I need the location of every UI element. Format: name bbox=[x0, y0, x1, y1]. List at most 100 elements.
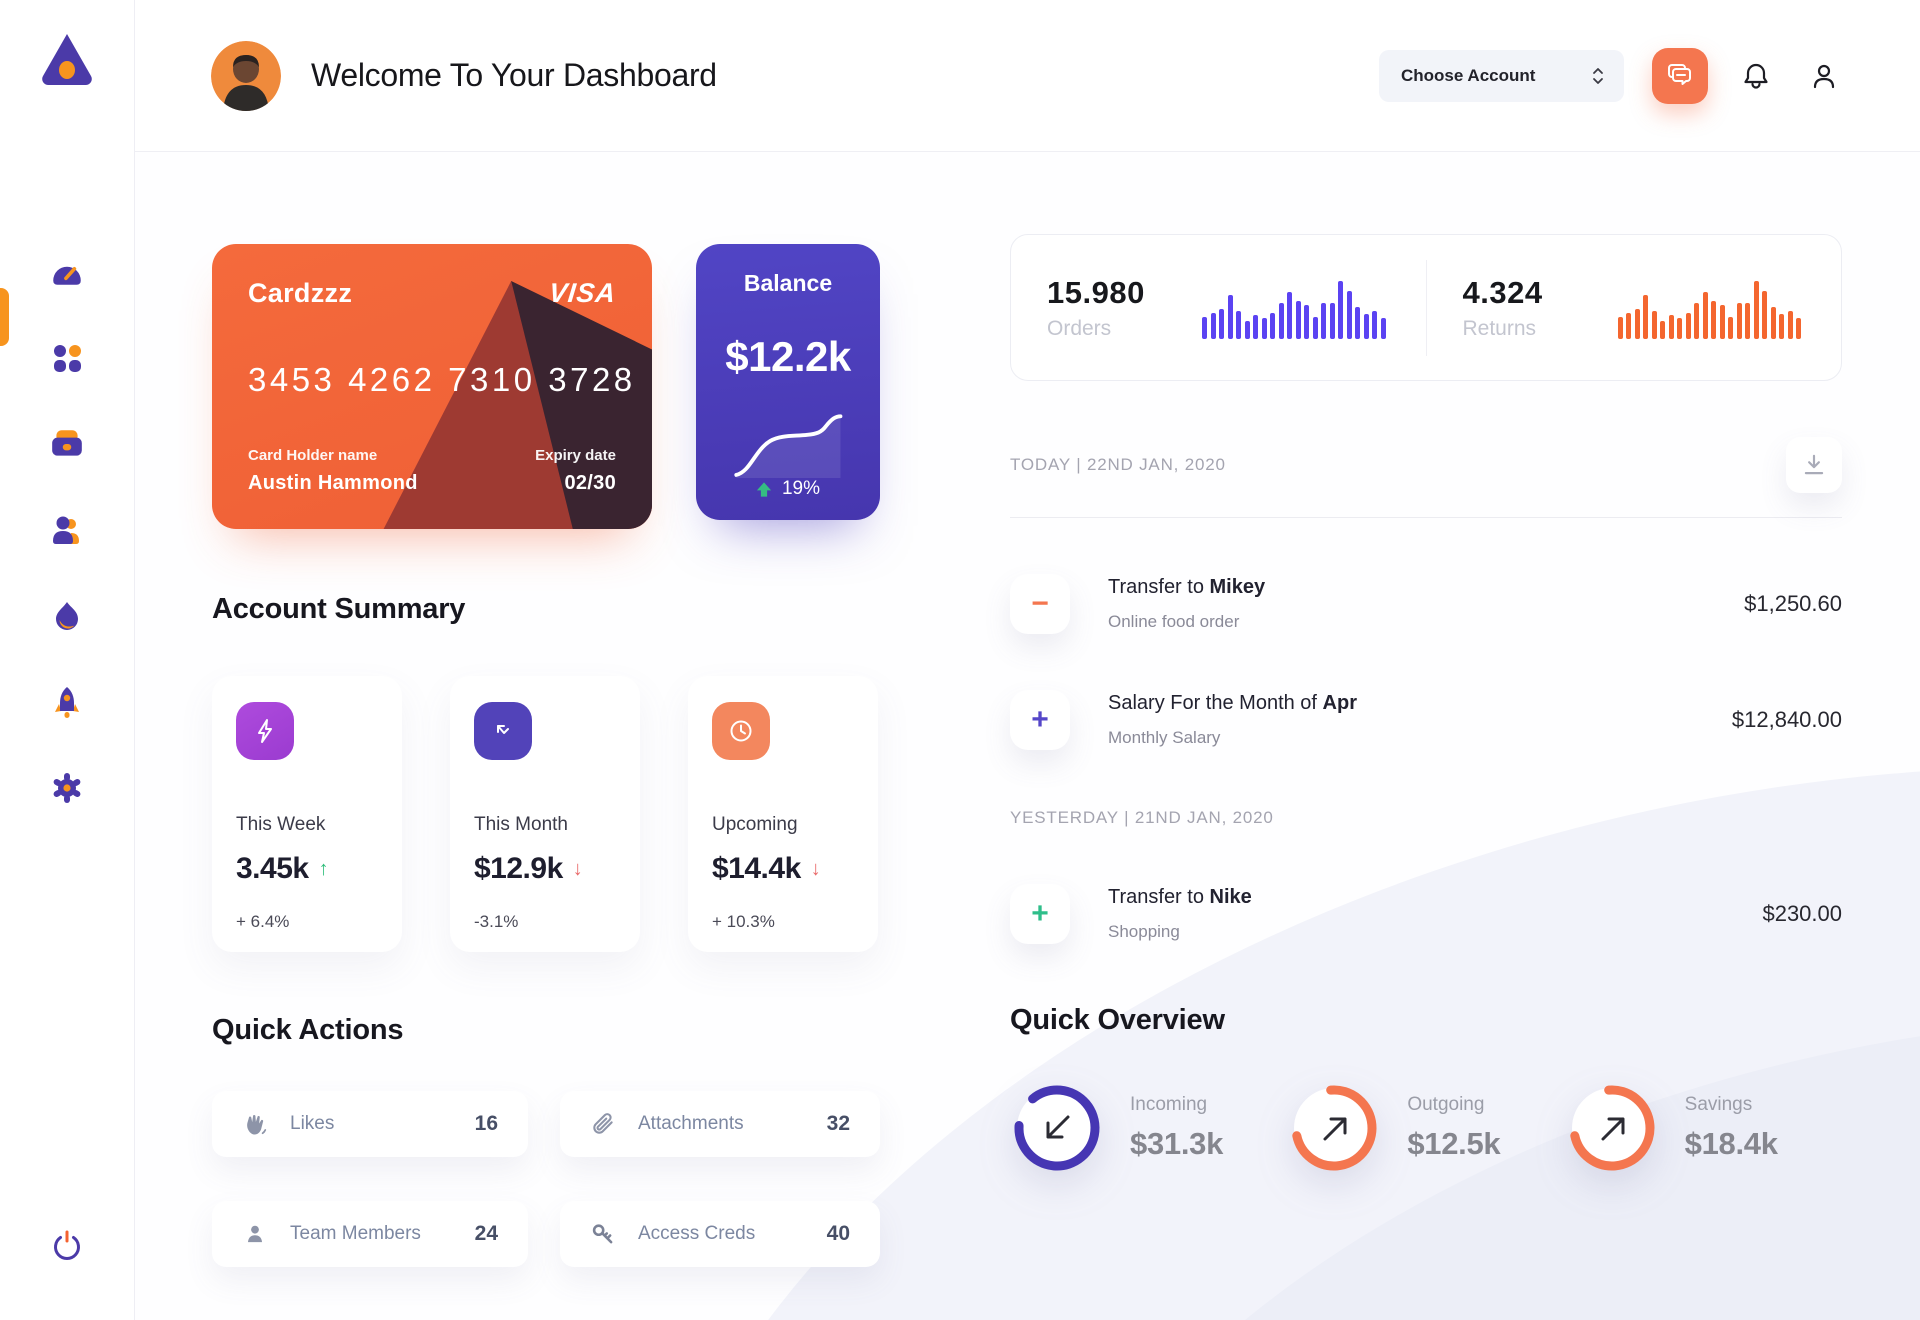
trend-arrow-icon: ↑ bbox=[318, 857, 329, 880]
overview-amount: $12.5k bbox=[1407, 1126, 1501, 1161]
settings-gear-icon bbox=[53, 773, 81, 803]
chevron-updown-icon bbox=[1593, 67, 1603, 84]
stats-divider bbox=[1425, 259, 1427, 356]
returns-bar-chart bbox=[1617, 277, 1801, 339]
user-avatar[interactable] bbox=[211, 40, 281, 111]
apps-grid-icon bbox=[54, 345, 81, 372]
flame-icon bbox=[56, 602, 78, 630]
notifications-button[interactable] bbox=[1736, 56, 1776, 96]
profile-button[interactable] bbox=[1804, 56, 1844, 96]
content-area: Cardzzz VISA 3453 4262 7310 3728 Card Ho… bbox=[135, 152, 1920, 1320]
transaction-row-salary[interactable]: + Salary For the Month of Apr Monthly Sa… bbox=[1010, 690, 1842, 750]
returns-stat: 4.324 Returns bbox=[1427, 275, 1842, 341]
sidebar-item-dashboard[interactable] bbox=[45, 250, 89, 294]
page-title: Welcome To Your Dashboard bbox=[311, 57, 717, 93]
transaction-amount: $12,840.00 bbox=[1731, 707, 1842, 732]
balance-change: 19% bbox=[781, 478, 821, 499]
orders-value: 15.980 bbox=[1047, 274, 1145, 310]
summary-change: + 10.3% bbox=[712, 912, 775, 931]
summary-card-this-week: This Week 3.45k ↑ + 6.4% bbox=[212, 676, 402, 952]
transaction-amount: $1,250.60 bbox=[1744, 591, 1842, 616]
quick-overview-row: Incoming $31.3k Outgoing $12.5k bbox=[1010, 1081, 1842, 1175]
transaction-title: Salary For the Month of Apr bbox=[1108, 692, 1357, 714]
messages-button[interactable] bbox=[1652, 47, 1708, 104]
transaction-row-nike[interactable]: + Transfer to Nike Shopping $230.00 bbox=[1010, 884, 1842, 944]
sidebar-item-apps[interactable] bbox=[45, 336, 89, 380]
overview-amount: $18.4k bbox=[1684, 1126, 1778, 1161]
summary-label: This Month bbox=[474, 814, 568, 835]
sidebar-item-users[interactable] bbox=[45, 508, 89, 552]
summary-label: This Week bbox=[236, 814, 326, 835]
savings-donut-icon bbox=[1569, 1085, 1655, 1171]
paperclip-icon bbox=[593, 1113, 613, 1134]
transaction-amount: $230.00 bbox=[1762, 901, 1842, 926]
sidebar-nav bbox=[45, 250, 89, 810]
transaction-row-mikey[interactable]: − Transfer to Mikey Online food order $1… bbox=[1010, 574, 1842, 634]
quick-action-label: Attachments bbox=[638, 1113, 744, 1134]
quick-action-label: Team Members bbox=[290, 1223, 421, 1244]
active-nav-indicator bbox=[0, 288, 9, 346]
sidebar-item-launch[interactable] bbox=[45, 680, 89, 724]
overview-savings: Savings $18.4k bbox=[1565, 1081, 1842, 1175]
transaction-subtitle: Online food order bbox=[1108, 612, 1240, 631]
overview-label: Outgoing bbox=[1407, 1094, 1485, 1115]
orders-bar-chart bbox=[1202, 277, 1386, 339]
transactions-divider bbox=[1010, 517, 1842, 518]
app-logo[interactable] bbox=[35, 26, 99, 90]
arrow-up-right-icon bbox=[1601, 1117, 1625, 1141]
users-icon bbox=[53, 516, 79, 544]
balance-amount: $12.2k bbox=[725, 333, 851, 380]
quick-action-attachments[interactable]: Attachments 32 bbox=[560, 1091, 880, 1157]
person-icon bbox=[1813, 64, 1835, 88]
visa-logo: VISA bbox=[547, 278, 618, 308]
quick-actions-title: Quick Actions bbox=[212, 1014, 404, 1046]
overview-label: Savings bbox=[1684, 1094, 1753, 1115]
summary-change: -3.1% bbox=[474, 912, 519, 931]
bell-icon bbox=[1744, 63, 1768, 89]
quick-action-likes[interactable]: Likes 16 bbox=[212, 1091, 528, 1157]
account-select-dropdown[interactable]: Choose Account bbox=[1379, 49, 1624, 102]
card-name: Cardzzz bbox=[248, 278, 353, 308]
transactions-date-today: TODAY | 22ND JAN, 2020 bbox=[1010, 455, 1226, 474]
briefcase-icon bbox=[52, 430, 82, 456]
clock-icon bbox=[730, 720, 752, 742]
logout-button[interactable] bbox=[45, 1224, 89, 1268]
card-holder-name: Austin Hammond bbox=[248, 472, 418, 494]
quick-action-team-members[interactable]: Team Members 24 bbox=[212, 1201, 528, 1267]
quick-actions-grid: Likes 16 Attachments 32 bbox=[212, 1091, 880, 1267]
quick-action-count: 32 bbox=[826, 1112, 850, 1135]
overview-label: Incoming bbox=[1130, 1094, 1208, 1115]
returns-value: 4.324 bbox=[1462, 274, 1543, 310]
sidebar-item-trending[interactable] bbox=[45, 594, 89, 638]
person-filled-icon bbox=[247, 1225, 263, 1243]
incoming-donut-icon bbox=[1014, 1085, 1100, 1171]
quick-action-count: 24 bbox=[474, 1222, 498, 1245]
card-expiry-label: Expiry date bbox=[535, 447, 616, 464]
card-number: 3453 4262 7310 3728 bbox=[248, 361, 636, 398]
power-icon bbox=[54, 1230, 80, 1260]
sidebar-item-portfolio[interactable] bbox=[45, 422, 89, 466]
balance-sparkline bbox=[734, 414, 843, 478]
summary-value: $12.9k bbox=[474, 852, 563, 885]
transaction-plus-icon: + bbox=[1010, 690, 1070, 750]
returns-label: Returns bbox=[1462, 316, 1537, 340]
download-statement-button[interactable] bbox=[1786, 437, 1842, 493]
transaction-minus-icon: − bbox=[1010, 574, 1070, 634]
arrow-down-left-icon bbox=[1046, 1115, 1070, 1139]
card-holder-label: Card Holder name bbox=[248, 447, 378, 464]
credit-card: Cardzzz VISA 3453 4262 7310 3728 Card Ho… bbox=[212, 244, 652, 529]
outgoing-donut-icon bbox=[1291, 1085, 1377, 1171]
sidebar-item-settings[interactable] bbox=[45, 766, 89, 810]
account-summary-cards: This Week 3.45k ↑ + 6.4% bbox=[212, 676, 880, 952]
chat-icon bbox=[1668, 63, 1691, 85]
overview-amount: $31.3k bbox=[1130, 1126, 1224, 1161]
arrow-up-right-icon bbox=[1323, 1117, 1347, 1141]
balance-card: Balance $12.2k 19% bbox=[696, 244, 880, 520]
card-expiry-value: 02/30 bbox=[564, 472, 616, 494]
download-icon bbox=[1804, 454, 1824, 475]
quick-action-access-creds[interactable]: Access Creds 40 bbox=[560, 1201, 880, 1267]
orders-stat: 15.980 Orders bbox=[1011, 275, 1426, 341]
account-select-label: Choose Account bbox=[1401, 65, 1536, 85]
trend-arrow-icon: ↓ bbox=[572, 857, 583, 880]
